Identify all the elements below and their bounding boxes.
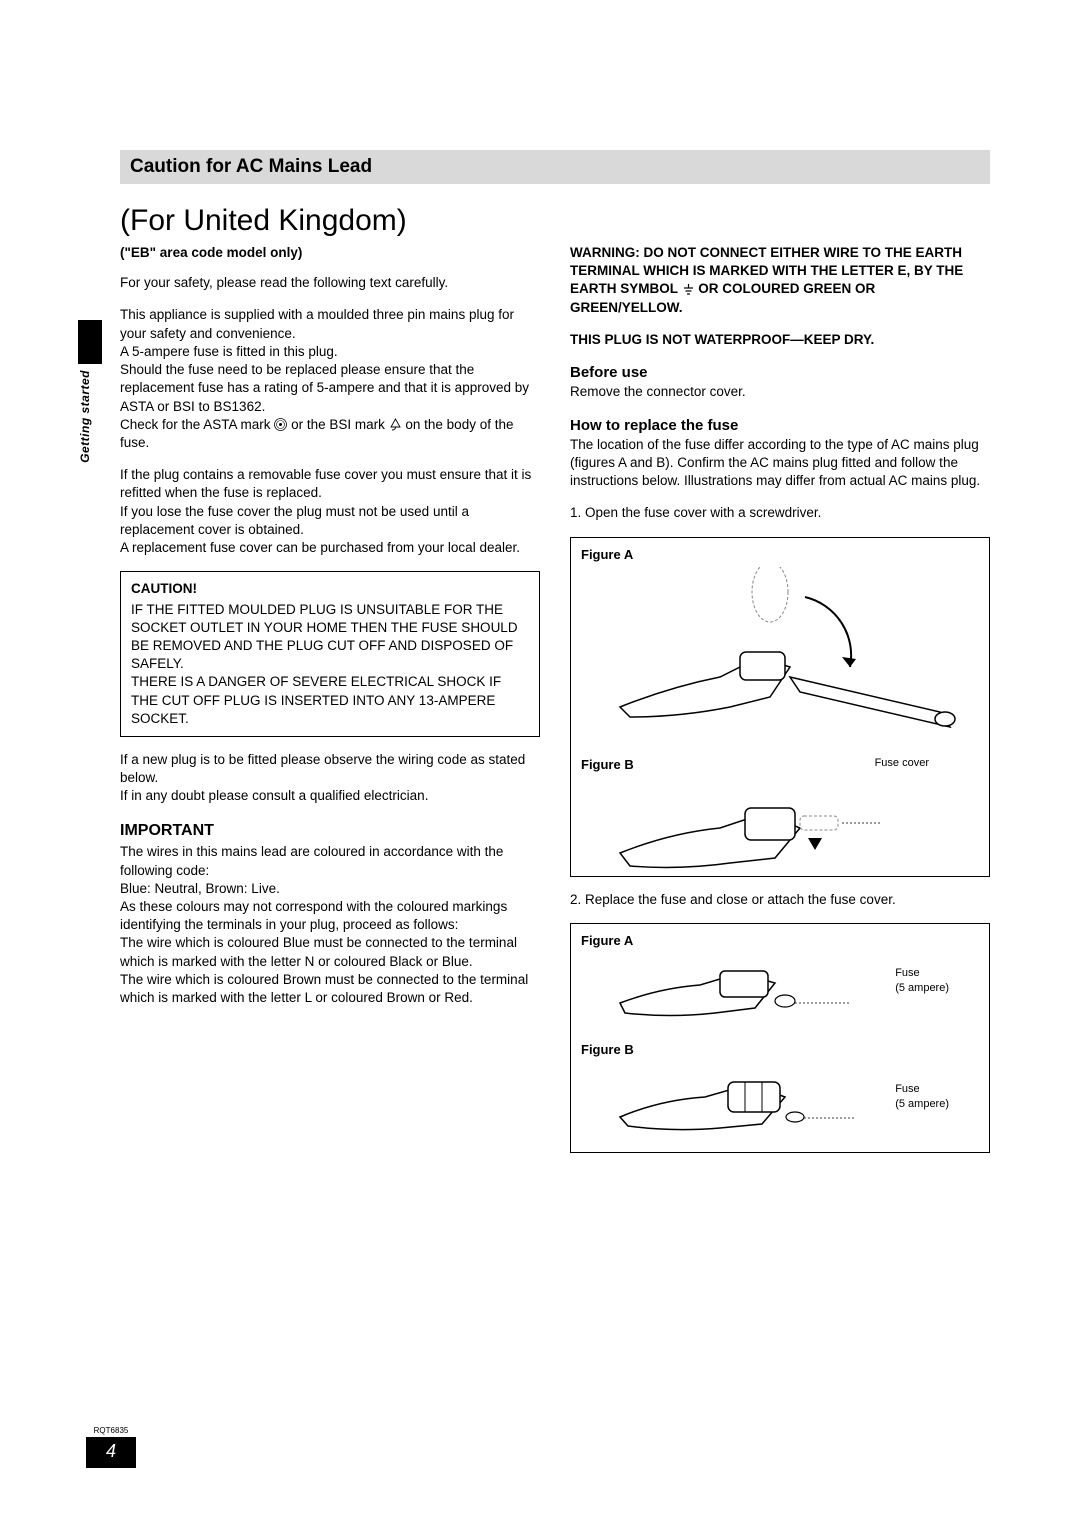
replace-fuse-heading: How to replace the fuse [570,416,990,436]
important-body: The wires in this mains lead are coloure… [120,843,540,1007]
wiring-note: If a new plug is to be fitted please obs… [120,751,540,806]
right-column: WARNING: DO NOT CONNECT EITHER WIRE TO T… [570,244,990,1167]
fuse-caption-b: Fuse (5 ampere) [895,1082,949,1112]
fig1-label-a: Figure A [581,546,979,564]
doc-code: RQT6835 [86,1426,136,1435]
fig2-label-b: Figure B [581,1041,979,1059]
imp-p5: The wire which is coloured Brown must be… [120,972,528,1005]
earth-warning: WARNING: DO NOT CONNECT EITHER WIRE TO T… [570,244,990,317]
p2a: If the plug contains a removable fuse co… [120,467,531,500]
plug-description: This appliance is supplied with a moulde… [120,306,540,452]
fuse-cover-caption: Fuse cover [875,756,929,771]
model-note: ("EB" area code model only) [120,244,540,262]
side-tab-label: Getting started [78,370,92,463]
replace-fuse-intro: The location of the fuse differ accordin… [570,436,990,491]
p2c: A replacement fuse cover can be purchase… [120,540,520,555]
p1b: A 5-ampere fuse is fitted in this plug. [120,344,338,359]
asta-mark-icon [274,418,287,431]
dry-note: THIS PLUG IS NOT WATERPROOF—KEEP DRY. [570,331,990,349]
page-header-title: Caution for AC Mains Lead [130,156,980,178]
page-footer: RQT6835 4 [86,1426,136,1468]
step-2: 2. Replace the fuse and close or attach … [570,891,990,909]
left-column: ("EB" area code model only) For your saf… [120,244,540,1167]
figure-box-1: Figure A Figure B Fuse cover [570,537,990,877]
caution-title: CAUTION! [131,580,529,598]
bsi-mark-icon [389,418,402,431]
earth-symbol-icon [682,283,695,296]
imp-p3: As these colours may not correspond with… [120,899,507,932]
fig2-label-a: Figure A [581,932,979,950]
caution-body1: IF THE FITTED MOULDED PLUG IS UNSUITABLE… [131,601,529,674]
imp-p1: The wires in this mains lead are coloure… [120,844,503,877]
intro-text: For your safety, please read the followi… [120,274,540,292]
p1d-mid: or the BSI mark [291,417,389,432]
p2b: If you lose the fuse cover the plug must… [120,504,469,537]
caution-box: CAUTION! IF THE FITTED MOULDED PLUG IS U… [120,571,540,737]
p1a: This appliance is supplied with a moulde… [120,307,514,340]
imp-p2: Blue: Neutral, Brown: Live. [120,881,280,896]
figure-box-2: Figure A Fuse (5 ampere) Figure B [570,923,990,1153]
imp-p4: The wire which is coloured Blue must be … [120,935,517,968]
caution-body2: THERE IS A DANGER OF SEVERE ELECTRICAL S… [131,673,529,728]
fuse-caption-a: Fuse (5 ampere) [895,966,949,996]
p1c: Should the fuse need to be replaced plea… [120,362,529,413]
p3a: If a new plug is to be fitted please obs… [120,752,525,785]
p1d-pre: Check for the ASTA mark [120,417,274,432]
before-use-heading: Before use [570,363,990,383]
important-heading: IMPORTANT [120,820,540,842]
before-use-body: Remove the connector cover. [570,383,990,401]
side-tab-marker [78,320,102,364]
main-title: (For United Kingdom) [120,204,990,238]
section-side-tab: Getting started [78,320,106,500]
step-1: 1. Open the fuse cover with a screwdrive… [570,504,990,522]
page-number: 4 [86,1437,136,1468]
p3b: If in any doubt please consult a qualifi… [120,788,428,803]
fuse-cover-note: If the plug contains a removable fuse co… [120,466,540,557]
page-header: Caution for AC Mains Lead [120,150,990,184]
figure-b-open-illustration [581,778,979,888]
content-columns: ("EB" area code model only) For your saf… [120,244,990,1167]
figure-a-open-illustration [581,567,979,747]
